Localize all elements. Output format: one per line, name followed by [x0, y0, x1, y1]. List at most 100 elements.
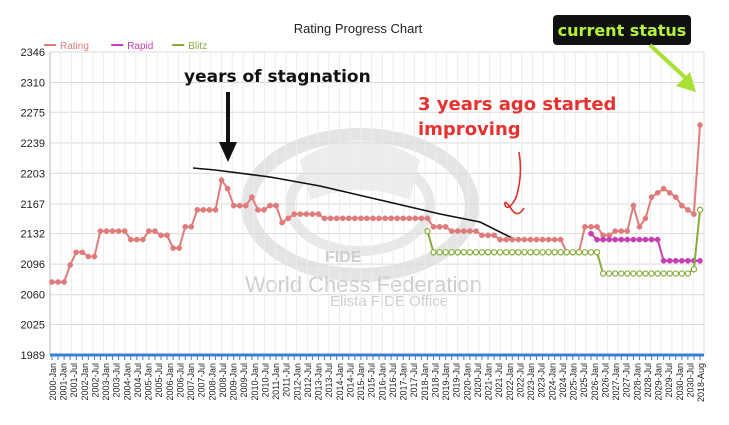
data-point: [109, 228, 116, 234]
data-point: [612, 236, 619, 243]
data-point: [97, 228, 104, 234]
data-point: [55, 279, 61, 285]
x-tick-label: 2027-Jan: [611, 363, 621, 401]
x-tick-label: 2004-Jan: [122, 363, 132, 401]
data-point: [400, 215, 407, 222]
data-point: [376, 215, 382, 222]
x-tick-label: 2009-Jan: [229, 363, 239, 401]
data-point: [430, 249, 437, 256]
data-point: [697, 257, 703, 264]
x-tick-label: 2014-Jan: [335, 363, 345, 401]
data-point: [593, 249, 601, 256]
x-tick-label: 2007-Jul: [197, 363, 207, 398]
data-point: [509, 249, 516, 256]
data-point: [460, 228, 467, 234]
data-point: [678, 257, 685, 264]
x-axis: 2000-Jan 2001-Jan 2001-Jul 2002-Jan 2002-Jul…: [48, 353, 706, 402]
data-point: [115, 228, 122, 234]
x-tick-label: 2007-Jan: [186, 363, 196, 401]
data-point: [255, 207, 261, 213]
data-point: [539, 236, 546, 243]
data-point: [539, 249, 546, 256]
data-point: [478, 249, 486, 256]
data-point: [551, 236, 558, 243]
data-point: [242, 202, 249, 209]
data-point: [103, 228, 110, 234]
data-point: [85, 253, 92, 260]
data-point: [624, 228, 631, 234]
data-point: [666, 270, 673, 277]
data-point: [654, 236, 661, 243]
data-point: [582, 223, 588, 230]
y-tick-label: 2346: [21, 47, 45, 59]
data-point: [618, 228, 625, 234]
x-tick-label: 2001-Jan: [59, 363, 69, 401]
data-point: [133, 236, 140, 243]
data-point: [49, 279, 55, 285]
data-point: [509, 236, 516, 243]
data-point: [515, 249, 522, 256]
data-point: [648, 236, 655, 243]
x-tick-label: 2003-Jan: [101, 363, 111, 401]
data-point: [678, 202, 685, 209]
x-tick-label: 2020-Jul: [473, 363, 483, 398]
data-point: [618, 270, 625, 277]
data-point: [599, 270, 607, 277]
data-point: [485, 232, 491, 239]
x-tick-label: 2006-Jan: [165, 363, 175, 401]
annotation-improving-line2: improving: [418, 119, 521, 140]
data-point: [575, 249, 583, 256]
x-tick-label: 2012-Jan: [292, 363, 302, 401]
data-point: [194, 207, 201, 213]
data-point: [606, 236, 613, 243]
data-point: [339, 215, 346, 222]
data-point: [581, 249, 589, 256]
data-point: [297, 211, 304, 217]
data-point: [424, 215, 431, 222]
data-point: [503, 236, 510, 243]
data-point: [79, 249, 86, 256]
data-point: [249, 194, 255, 200]
data-point: [642, 270, 649, 277]
data-point: [436, 223, 443, 230]
watermark-fide: FIDE: [325, 249, 362, 266]
data-point: [672, 194, 679, 200]
y-axis: 1989 2025 2060 2096 2132 2167 2203 2239 2275 2310…: [21, 47, 51, 362]
x-tick-label: 2018-Jan: [420, 363, 430, 401]
x-tick-label: 2005-Jan: [144, 363, 154, 401]
data-point: [491, 232, 497, 239]
data-point: [690, 266, 698, 273]
annotation-improving-line1: 3 years ago started: [418, 94, 616, 115]
data-point: [678, 270, 686, 277]
data-point: [648, 270, 655, 277]
data-point: [273, 202, 279, 209]
data-point: [358, 215, 364, 222]
data-point: [182, 223, 189, 230]
data-point: [467, 228, 473, 234]
x-tick-label: 2027-Jul: [622, 363, 632, 398]
x-tick-label: 2023-Jul: [537, 363, 547, 398]
watermark-line1: World Chess Federation: [245, 272, 482, 297]
y-tick-label: 2132: [21, 229, 45, 241]
current-status-label: current status: [553, 15, 691, 45]
data-point: [345, 215, 352, 222]
series-blitz: [424, 206, 704, 277]
data-point: [484, 249, 492, 256]
data-point: [660, 270, 667, 277]
x-tick-label: 2011-Jan: [271, 363, 281, 400]
data-point: [321, 215, 328, 222]
data-point: [696, 206, 704, 214]
x-tick-label: 2008-Jan: [207, 363, 217, 401]
data-point: [612, 228, 619, 234]
x-tick-label: 2019-Jan: [441, 363, 451, 401]
data-point: [388, 215, 394, 222]
y-tick-label: 2275: [21, 107, 45, 119]
data-point: [146, 228, 152, 234]
data-point: [654, 190, 661, 196]
data-point: [315, 211, 322, 217]
x-tick-label: 2020-Jan: [462, 363, 472, 401]
data-point: [473, 228, 479, 234]
data-point: [490, 249, 498, 256]
x-tick-label: 2030-Jul: [685, 363, 695, 398]
